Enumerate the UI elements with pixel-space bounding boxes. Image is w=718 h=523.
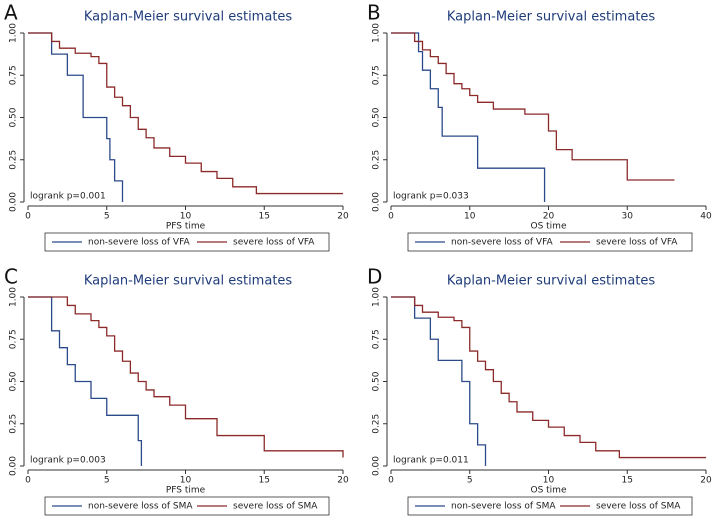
x-tick-label: 10	[180, 476, 192, 486]
annotation: logrank p=0.033	[393, 192, 469, 202]
panel: A Kaplan-Meier survival estimates 0.00 0.25…	[4, 1, 349, 252]
legend-label: severe loss of VFA	[596, 238, 678, 248]
survival-curve	[391, 296, 706, 459]
legend-label: non-severe loss of VFA	[451, 238, 553, 248]
survival-curve	[391, 32, 546, 202]
legend-label: severe loss of SMA	[596, 502, 681, 512]
y-tick-label: 0.75	[372, 65, 382, 85]
survival-curve	[391, 32, 675, 181]
survival-curve	[28, 296, 344, 458]
legend-label: severe loss of VFA	[233, 238, 315, 248]
x-tick-label: 40	[700, 212, 712, 222]
chart-title: Kaplan-Meier survival estimates	[447, 10, 656, 25]
panel-label: B	[367, 1, 381, 25]
y-tick-label: 0.00	[372, 192, 382, 212]
x-axis-label: PFS time	[166, 222, 206, 232]
annotation: logrank p=0.011	[393, 456, 469, 466]
x-tick-label: 0	[388, 212, 394, 222]
y-tick-label: 0.50	[372, 371, 382, 391]
y-tick-label: 1.00	[372, 287, 382, 307]
panel-label: D	[367, 265, 382, 289]
x-axis-label: OS time	[531, 486, 567, 496]
panel-label: C	[4, 265, 18, 289]
x-tick-label: 15	[259, 212, 270, 222]
x-tick-label: 15	[622, 476, 633, 486]
x-tick-label: 10	[543, 476, 555, 486]
y-tick-label: 0.50	[9, 371, 19, 391]
chart-title: Kaplan-Meier survival estimates	[84, 274, 293, 289]
x-tick-label: 30	[622, 212, 634, 222]
y-tick-label: 0.00	[9, 192, 19, 212]
x-axis-label: PFS time	[166, 486, 206, 496]
survival-curve	[28, 32, 343, 195]
x-axis-label: OS time	[531, 222, 567, 232]
legend-label: non-severe loss of VFA	[88, 238, 190, 248]
x-tick-label: 20	[543, 212, 555, 222]
panel: B Kaplan-Meier survival estimates 0.00 0.25…	[367, 1, 712, 252]
y-tick-label: 0.00	[9, 456, 19, 476]
legend-label: severe loss of SMA	[233, 502, 318, 512]
chart-title: Kaplan-Meier survival estimates	[447, 274, 656, 289]
x-tick-label: 5	[467, 476, 473, 486]
y-tick-label: 0.25	[372, 150, 382, 170]
y-tick-label: 0.25	[372, 414, 382, 434]
legend-box	[44, 496, 330, 516]
y-tick-label: 0.50	[9, 107, 19, 127]
panel: C Kaplan-Meier survival estimates 0.00 0.25…	[4, 265, 349, 516]
x-tick-label: 0	[25, 476, 31, 486]
y-tick-label: 1.00	[9, 287, 19, 307]
x-tick-label: 20	[337, 212, 349, 222]
x-tick-label: 10	[464, 212, 476, 222]
y-tick-label: 0.50	[372, 107, 382, 127]
y-tick-label: 0.75	[9, 329, 19, 349]
y-tick-label: 0.00	[372, 456, 382, 476]
x-tick-label: 15	[259, 476, 270, 486]
legend-box	[44, 232, 330, 252]
x-tick-label: 5	[104, 476, 110, 486]
y-tick-label: 0.25	[9, 150, 19, 170]
x-tick-label: 5	[104, 212, 110, 222]
y-tick-label: 1.00	[9, 23, 19, 43]
y-tick-label: 0.25	[9, 414, 19, 434]
y-tick-label: 1.00	[372, 23, 382, 43]
x-tick-label: 10	[180, 212, 192, 222]
legend-box	[407, 496, 693, 516]
survival-curve	[28, 32, 124, 202]
x-tick-label: 20	[700, 476, 712, 486]
x-tick-label: 0	[25, 212, 31, 222]
legend-box	[407, 232, 693, 252]
legend-label: non-severe loss of SMA	[88, 502, 193, 512]
chart-title: Kaplan-Meier survival estimates	[84, 10, 293, 25]
panel: D Kaplan-Meier survival estimates 0.00 0.25…	[367, 265, 712, 516]
survival-curve	[391, 296, 487, 466]
legend-label: non-severe loss of SMA	[451, 502, 556, 512]
y-tick-label: 0.75	[372, 329, 382, 349]
survival-curve	[28, 296, 143, 466]
annotation: logrank p=0.003	[30, 456, 106, 466]
x-tick-label: 0	[388, 476, 394, 486]
annotation: logrank p=0.001	[30, 192, 106, 202]
panel-label: A	[4, 1, 18, 25]
x-tick-label: 20	[337, 476, 349, 486]
y-tick-label: 0.75	[9, 65, 19, 85]
